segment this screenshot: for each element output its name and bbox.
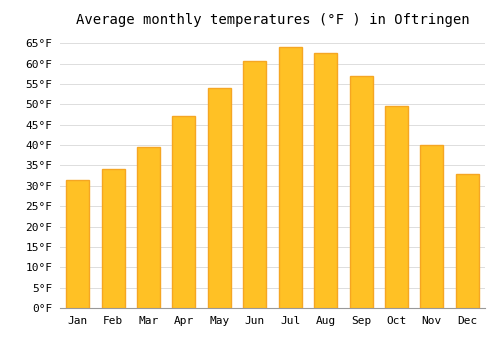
Bar: [314, 53, 337, 308]
Bar: [172, 117, 196, 308]
Bar: [137, 147, 160, 308]
Bar: [66, 180, 89, 308]
Bar: [420, 145, 444, 308]
Bar: [456, 174, 479, 308]
Bar: [244, 62, 266, 308]
Bar: [278, 47, 301, 308]
Bar: [208, 88, 231, 308]
Bar: [350, 76, 372, 308]
Bar: [385, 106, 408, 308]
Title: Average monthly temperatures (°F ) in Oftringen: Average monthly temperatures (°F ) in Of…: [76, 13, 469, 27]
Bar: [102, 169, 124, 308]
